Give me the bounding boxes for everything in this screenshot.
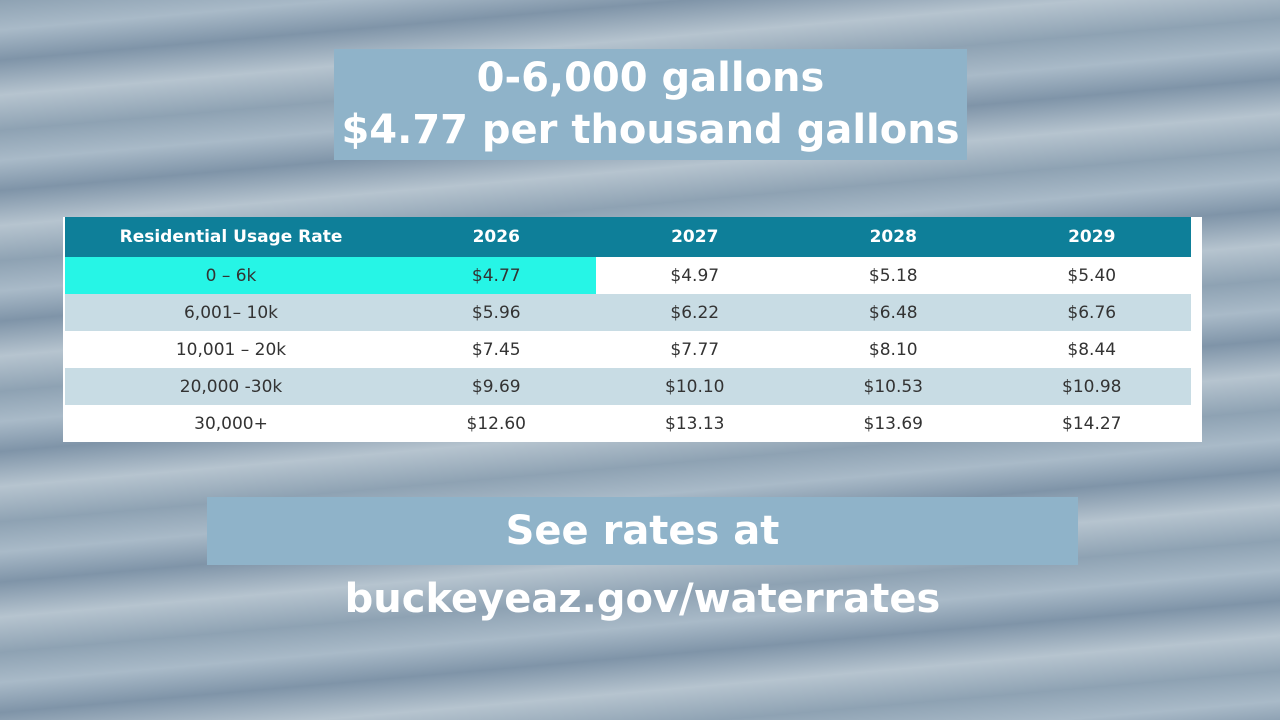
table-cell: $8.44 [1067,339,1117,360]
table-cell: $6.22 [595,294,794,331]
table-row: 6,001– 10k $5.96 $6.22 $6.48 $6.76 [65,294,1191,331]
table-cell: $5.96 [397,294,596,331]
table-cell: 0 – 6k [65,257,397,294]
rate-table: Residential Usage Rate 2026 2027 2028 2029 0… [65,217,1191,442]
table-cell: $4.97 [670,265,720,286]
table-cell: 10,001 – 20k [175,339,287,360]
table-row: 10,001 – 20k $7.45 $7.77 $8.10 $8.44 [65,331,1191,368]
header-row: Residential Usage Rate 2026 2027 2028 2029 [65,217,1191,257]
table-cell: 20,000 -30k [65,368,397,405]
table-cell: $14.27 [1062,413,1122,434]
table-cell: $10.98 [992,368,1191,405]
table-row: 20,000 -30k $9.69 $10.10 $10.53 $10.98 [65,368,1191,405]
table-cell: $12.60 [466,413,526,434]
table-row: 30,000+ $12.60 $13.13 $13.69 $14.27 [65,405,1191,442]
table-cell: $5.40 [1067,265,1117,286]
table-cell: $6.48 [794,294,993,331]
table-cell: $8.10 [868,339,918,360]
table-cell: $13.13 [665,413,725,434]
header-banner: 0-6,000 gallons $4.77 per thousand gallo… [334,49,967,160]
table-cell: $13.69 [863,413,923,434]
table-cell: $5.18 [868,265,918,286]
column-header: 2028 [794,217,993,257]
table-row: 0 – 6k $4.77 $4.97 $5.18 $5.40 [65,257,1191,294]
table-cell: $7.77 [670,339,720,360]
table-cell: $10.53 [794,368,993,405]
table-cell: 30,000+ [194,413,268,434]
column-header: 2026 [397,217,596,257]
header-line: 0-6,000 gallons [476,55,825,101]
header-line: $4.77 per thousand gallons [341,107,960,153]
table-cell: $4.77 [397,257,596,294]
column-header: Residential Usage Rate [65,217,397,257]
footer-banner: See rates at buckeyeaz.gov/waterrates [207,497,1078,622]
table-cell: 6,001– 10k [65,294,397,331]
table-cell: $6.76 [992,294,1191,331]
column-header: 2029 [992,217,1191,257]
column-header: 2027 [595,217,794,257]
rate-table-panel: Residential Usage Rate 2026 2027 2028 2029 0… [63,217,1202,442]
table-cell: $7.45 [471,339,521,360]
table-cell: $9.69 [397,368,596,405]
table-cell: $10.10 [595,368,794,405]
